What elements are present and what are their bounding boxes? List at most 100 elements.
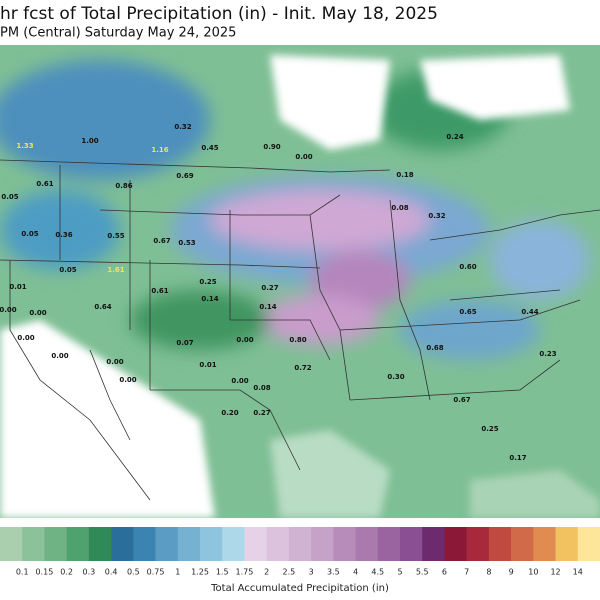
colorbar-swatch [400, 527, 423, 561]
colorbar-swatch [133, 527, 156, 561]
colorbar-swatch [88, 527, 112, 561]
point-value: 1.00 [81, 137, 98, 145]
colorbar-label: 2 [264, 568, 269, 577]
point-value: 0.60 [459, 263, 476, 271]
colorbar-swatch [66, 527, 90, 561]
point-value: 0.25 [199, 278, 216, 286]
point-value: 0.05 [59, 266, 76, 274]
point-value: 0.44 [521, 308, 538, 316]
colorbar-swatch [266, 527, 290, 561]
colorbar-swatch [244, 527, 267, 561]
point-value: 0.23 [539, 350, 556, 358]
colorbar-swatch [488, 527, 512, 561]
colorbar-label: 14 [573, 568, 583, 577]
point-value: 0.67 [153, 237, 170, 245]
point-value: 0.05 [21, 230, 38, 238]
colorbar-swatch [22, 527, 45, 561]
colorbar-swatch [355, 527, 379, 561]
point-value: 1.16 [151, 146, 168, 154]
point-value: 0.32 [174, 123, 191, 131]
colorbar-label: 0.15 [36, 568, 54, 577]
point-value: 1.61 [107, 266, 124, 274]
point-value: 0.36 [55, 231, 72, 239]
point-value: 0.61 [36, 180, 53, 188]
colorbar-label: 6 [442, 568, 447, 577]
colorbar-swatch [44, 527, 67, 561]
point-value: 0.14 [201, 295, 218, 303]
point-value: 0.86 [115, 182, 132, 190]
colorbar-swatch [177, 527, 201, 561]
point-value: 0.08 [391, 204, 408, 212]
colorbar-swatch [511, 527, 534, 561]
colorbar-label: 2.5 [283, 568, 296, 577]
colorbar-swatch [222, 527, 245, 561]
point-value: 0.00 [29, 309, 46, 317]
colorbar-swatch [555, 527, 579, 561]
colorbar-label: 1.75 [236, 568, 254, 577]
point-value: 0.25 [481, 425, 498, 433]
colorbar-label: 9 [509, 568, 514, 577]
point-value: 0.18 [396, 171, 413, 179]
point-value: 0.00 [0, 306, 17, 314]
point-value: 0.00 [236, 336, 253, 344]
point-value: 0.69 [176, 172, 193, 180]
colorbar-label: 0.1 [16, 568, 29, 577]
colorbar-swatch [0, 527, 23, 561]
precip-field [0, 45, 600, 518]
point-value: 0.00 [295, 153, 312, 161]
point-value: 0.65 [459, 308, 476, 316]
colorbar-swatch [422, 527, 445, 561]
point-value: 0.01 [9, 283, 26, 291]
point-value: 0.07 [176, 339, 193, 347]
colorbar-swatch [377, 527, 401, 561]
colorbar-label: 1.25 [191, 568, 209, 577]
colorbar-label: 10 [528, 568, 538, 577]
colorbar-swatch [577, 527, 600, 561]
colorbar-title: Total Accumulated Precipitation (in) [210, 583, 389, 594]
colorbar-label: 0.5 [127, 568, 140, 577]
colorbar-swatch [200, 527, 223, 561]
colorbar-label: 1 [175, 568, 180, 577]
point-value: 0.20 [221, 409, 238, 417]
point-value: 1.33 [16, 142, 33, 150]
colorbar-label: 7 [464, 568, 469, 577]
point-value: 0.32 [428, 212, 445, 220]
point-value: 0.80 [289, 336, 306, 344]
title: hr fcst of Total Precipitation (in) - In… [0, 4, 438, 24]
colorbar-swatch [111, 527, 134, 561]
point-value: 0.08 [253, 384, 270, 392]
point-value: 0.55 [107, 232, 124, 240]
colorbar-label: 4.5 [371, 568, 384, 577]
point-value: 0.67 [453, 396, 470, 404]
point-value: 0.45 [201, 144, 218, 152]
point-value: 0.14 [259, 303, 276, 311]
subtitle: PM (Central) Saturday May 24, 2025 [0, 26, 236, 41]
colorbar-label: 0.3 [83, 568, 96, 577]
colorbar-swatch [444, 527, 467, 561]
colorbar-label: 4 [353, 568, 358, 577]
point-value: 0.00 [51, 352, 68, 360]
point-value: 0.72 [294, 364, 311, 372]
colorbar-label: 5.5 [416, 568, 429, 577]
point-value: 0.68 [426, 344, 443, 352]
point-value: 0.17 [509, 454, 526, 462]
colorbar-label: 12 [550, 568, 560, 577]
point-value: 0.00 [106, 358, 123, 366]
colorbar-swatch [288, 527, 312, 561]
point-value: 0.01 [199, 361, 216, 369]
point-value: 0.27 [253, 409, 270, 417]
colorbar-swatch [466, 527, 490, 561]
boundaries [0, 159, 600, 501]
colorbar-label: 0.2 [60, 568, 73, 577]
point-value: 0.00 [119, 376, 136, 384]
point-value: 0.00 [231, 377, 248, 385]
point-value: 0.05 [1, 193, 18, 201]
colorbar-swatch [333, 527, 356, 561]
colorbar-swatch [155, 527, 179, 561]
colorbar-label: 0.75 [147, 568, 165, 577]
colorbar-swatch [311, 527, 334, 561]
colorbar-label: 0.4 [105, 568, 118, 577]
point-value: 0.53 [178, 239, 195, 247]
point-value: 0.61 [151, 287, 168, 295]
